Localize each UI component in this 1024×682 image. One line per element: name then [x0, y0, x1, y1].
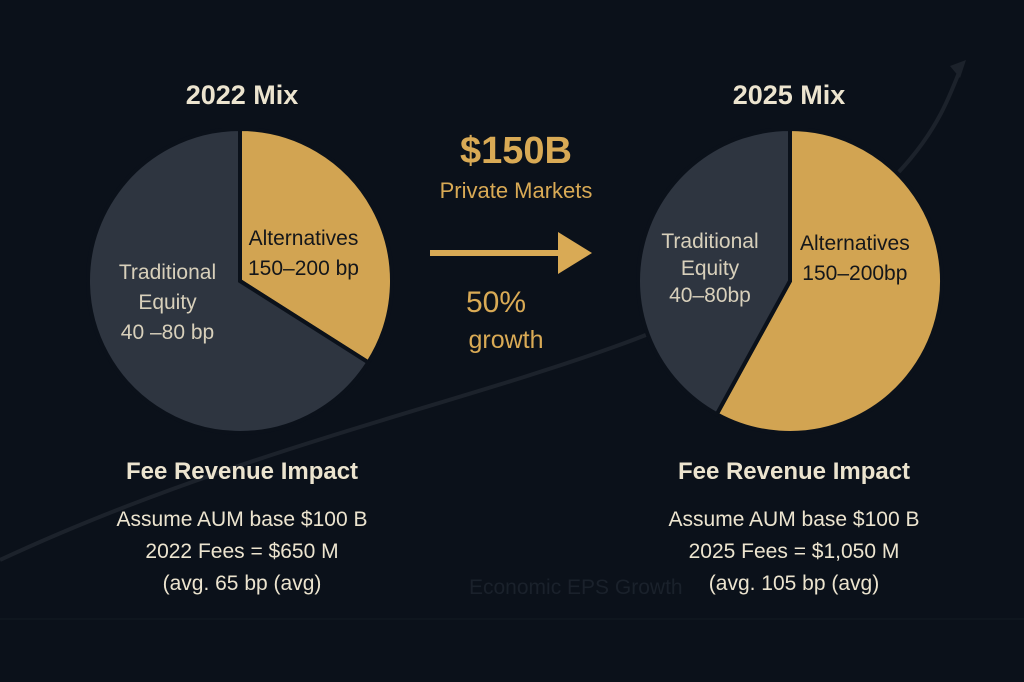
slice-label-traditional-2022: Traditional Equity 40 –80 bp — [118, 261, 217, 344]
pie-title-2022: 2022 Mix — [185, 80, 299, 110]
fee-details-2025: Assume AUM base $100 B 2025 Fees = $1,050… — [668, 508, 920, 595]
fee-heading-2022: Fee Revenue Impact — [125, 458, 359, 485]
right-arrow-icon — [430, 232, 592, 274]
growth-label: growth — [468, 326, 544, 354]
slice-label-alternatives-2022: Alternatives 150–200 bp — [248, 227, 359, 280]
pie-slice-alternatives — [714, 128, 944, 435]
growth-percent: 50% — [465, 286, 527, 319]
private-markets-label: Private Markets — [439, 178, 593, 203]
fee-details-2022: Assume AUM base $100 B 2022 Fees = $650 M… — [116, 508, 368, 595]
private-markets-amount: $150B — [460, 130, 572, 172]
trend-arrow-icon — [950, 60, 966, 78]
slice-label-traditional-2025: Traditional Equity 40–80bp — [661, 230, 759, 307]
watermark-text: Economic EPS Growth — [469, 576, 683, 599]
pie-slice-traditional-equity — [636, 128, 792, 417]
pie-chart-2025 — [636, 128, 944, 435]
pie-title-2025: 2025 Mix — [732, 80, 846, 110]
fee-heading-2025: Fee Revenue Impact — [677, 458, 911, 485]
pie-slice-traditional-equity — [86, 128, 372, 435]
pie-chart-2022 — [86, 128, 394, 435]
slice-label-alternatives-2025: Alternatives 150–200bp — [800, 232, 910, 285]
